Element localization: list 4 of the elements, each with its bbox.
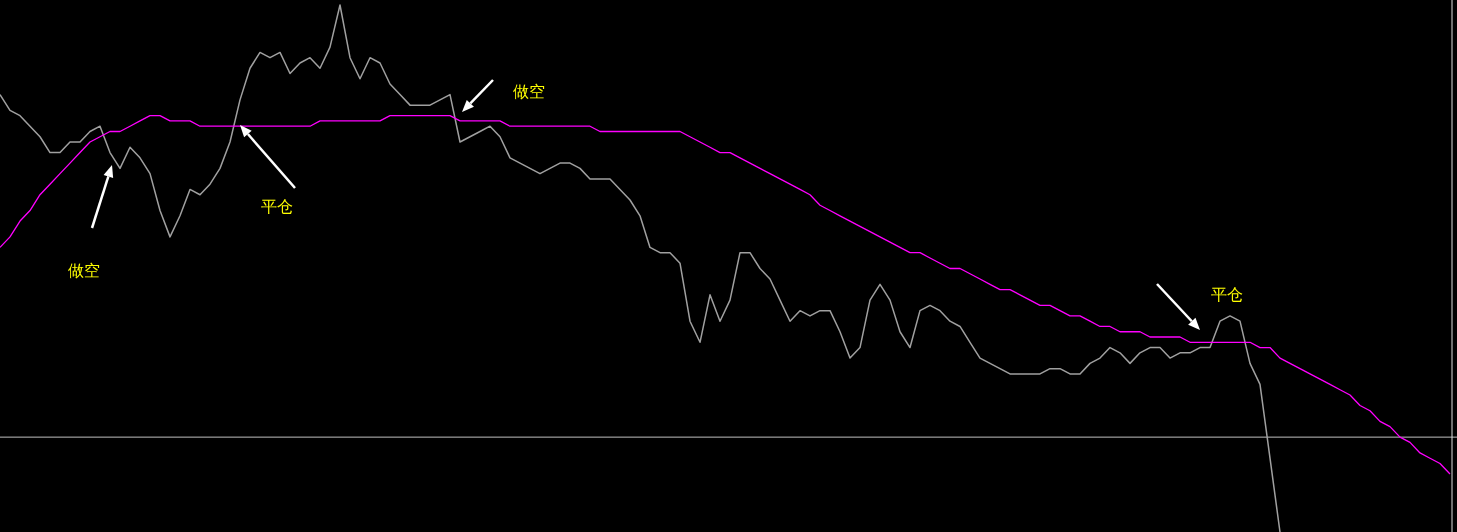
annotation: 做空 <box>513 82 545 101</box>
annotation: 平仓 <box>1211 285 1243 304</box>
annotation: 做空 <box>68 261 100 280</box>
annotation: 平仓 <box>261 197 293 216</box>
